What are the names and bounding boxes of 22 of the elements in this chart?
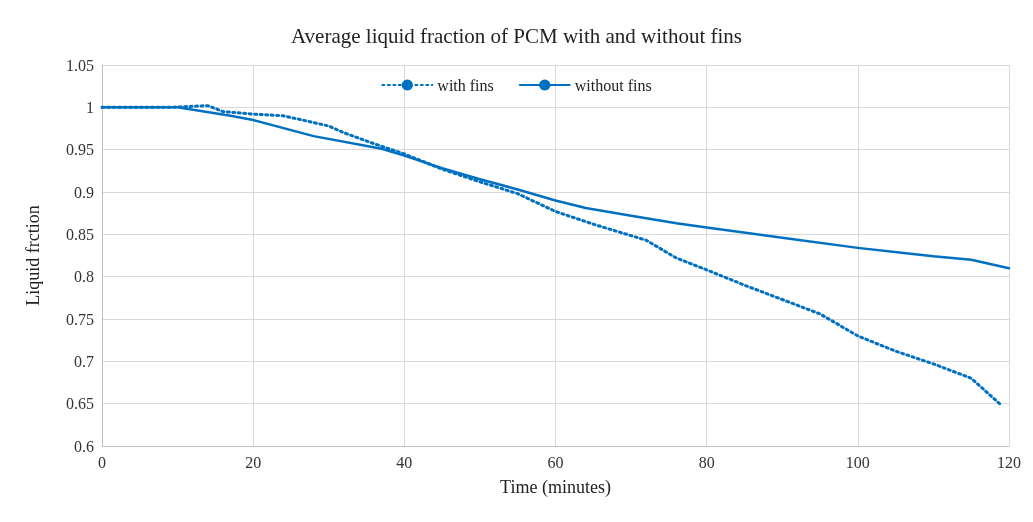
x-tick-label: 100 bbox=[845, 453, 870, 471]
x-axis-title: Time (minutes) bbox=[500, 477, 611, 498]
y-tick-label: 0.8 bbox=[74, 268, 94, 286]
x-tick-label: 80 bbox=[698, 453, 715, 471]
legend-label: with fins bbox=[437, 76, 494, 94]
y-tick-label: 1 bbox=[86, 98, 94, 116]
x-tick-label: 20 bbox=[245, 453, 262, 471]
y-tick-label: 0.7 bbox=[74, 352, 94, 370]
y-tick-label: 0.85 bbox=[66, 225, 94, 243]
x-tick-label: 120 bbox=[997, 453, 1021, 471]
x-tick-label: 60 bbox=[547, 453, 564, 471]
y-tick-label: 0.75 bbox=[66, 310, 94, 328]
x-tick-label: 0 bbox=[98, 453, 106, 471]
y-tick-label: 0.65 bbox=[66, 395, 94, 413]
y-tick-label: 0.95 bbox=[66, 141, 94, 159]
y-tick-label: 1.05 bbox=[66, 56, 94, 74]
y-tick-label: 0.9 bbox=[74, 183, 94, 201]
y-tick-label: 0.6 bbox=[74, 437, 94, 455]
legend-label: without fins bbox=[574, 76, 652, 94]
chart-title: Average liquid fraction of PCM with and without fins bbox=[290, 23, 743, 48]
x-tick-label: 40 bbox=[396, 453, 413, 471]
y-axis-title: Liquid frction bbox=[23, 205, 43, 306]
